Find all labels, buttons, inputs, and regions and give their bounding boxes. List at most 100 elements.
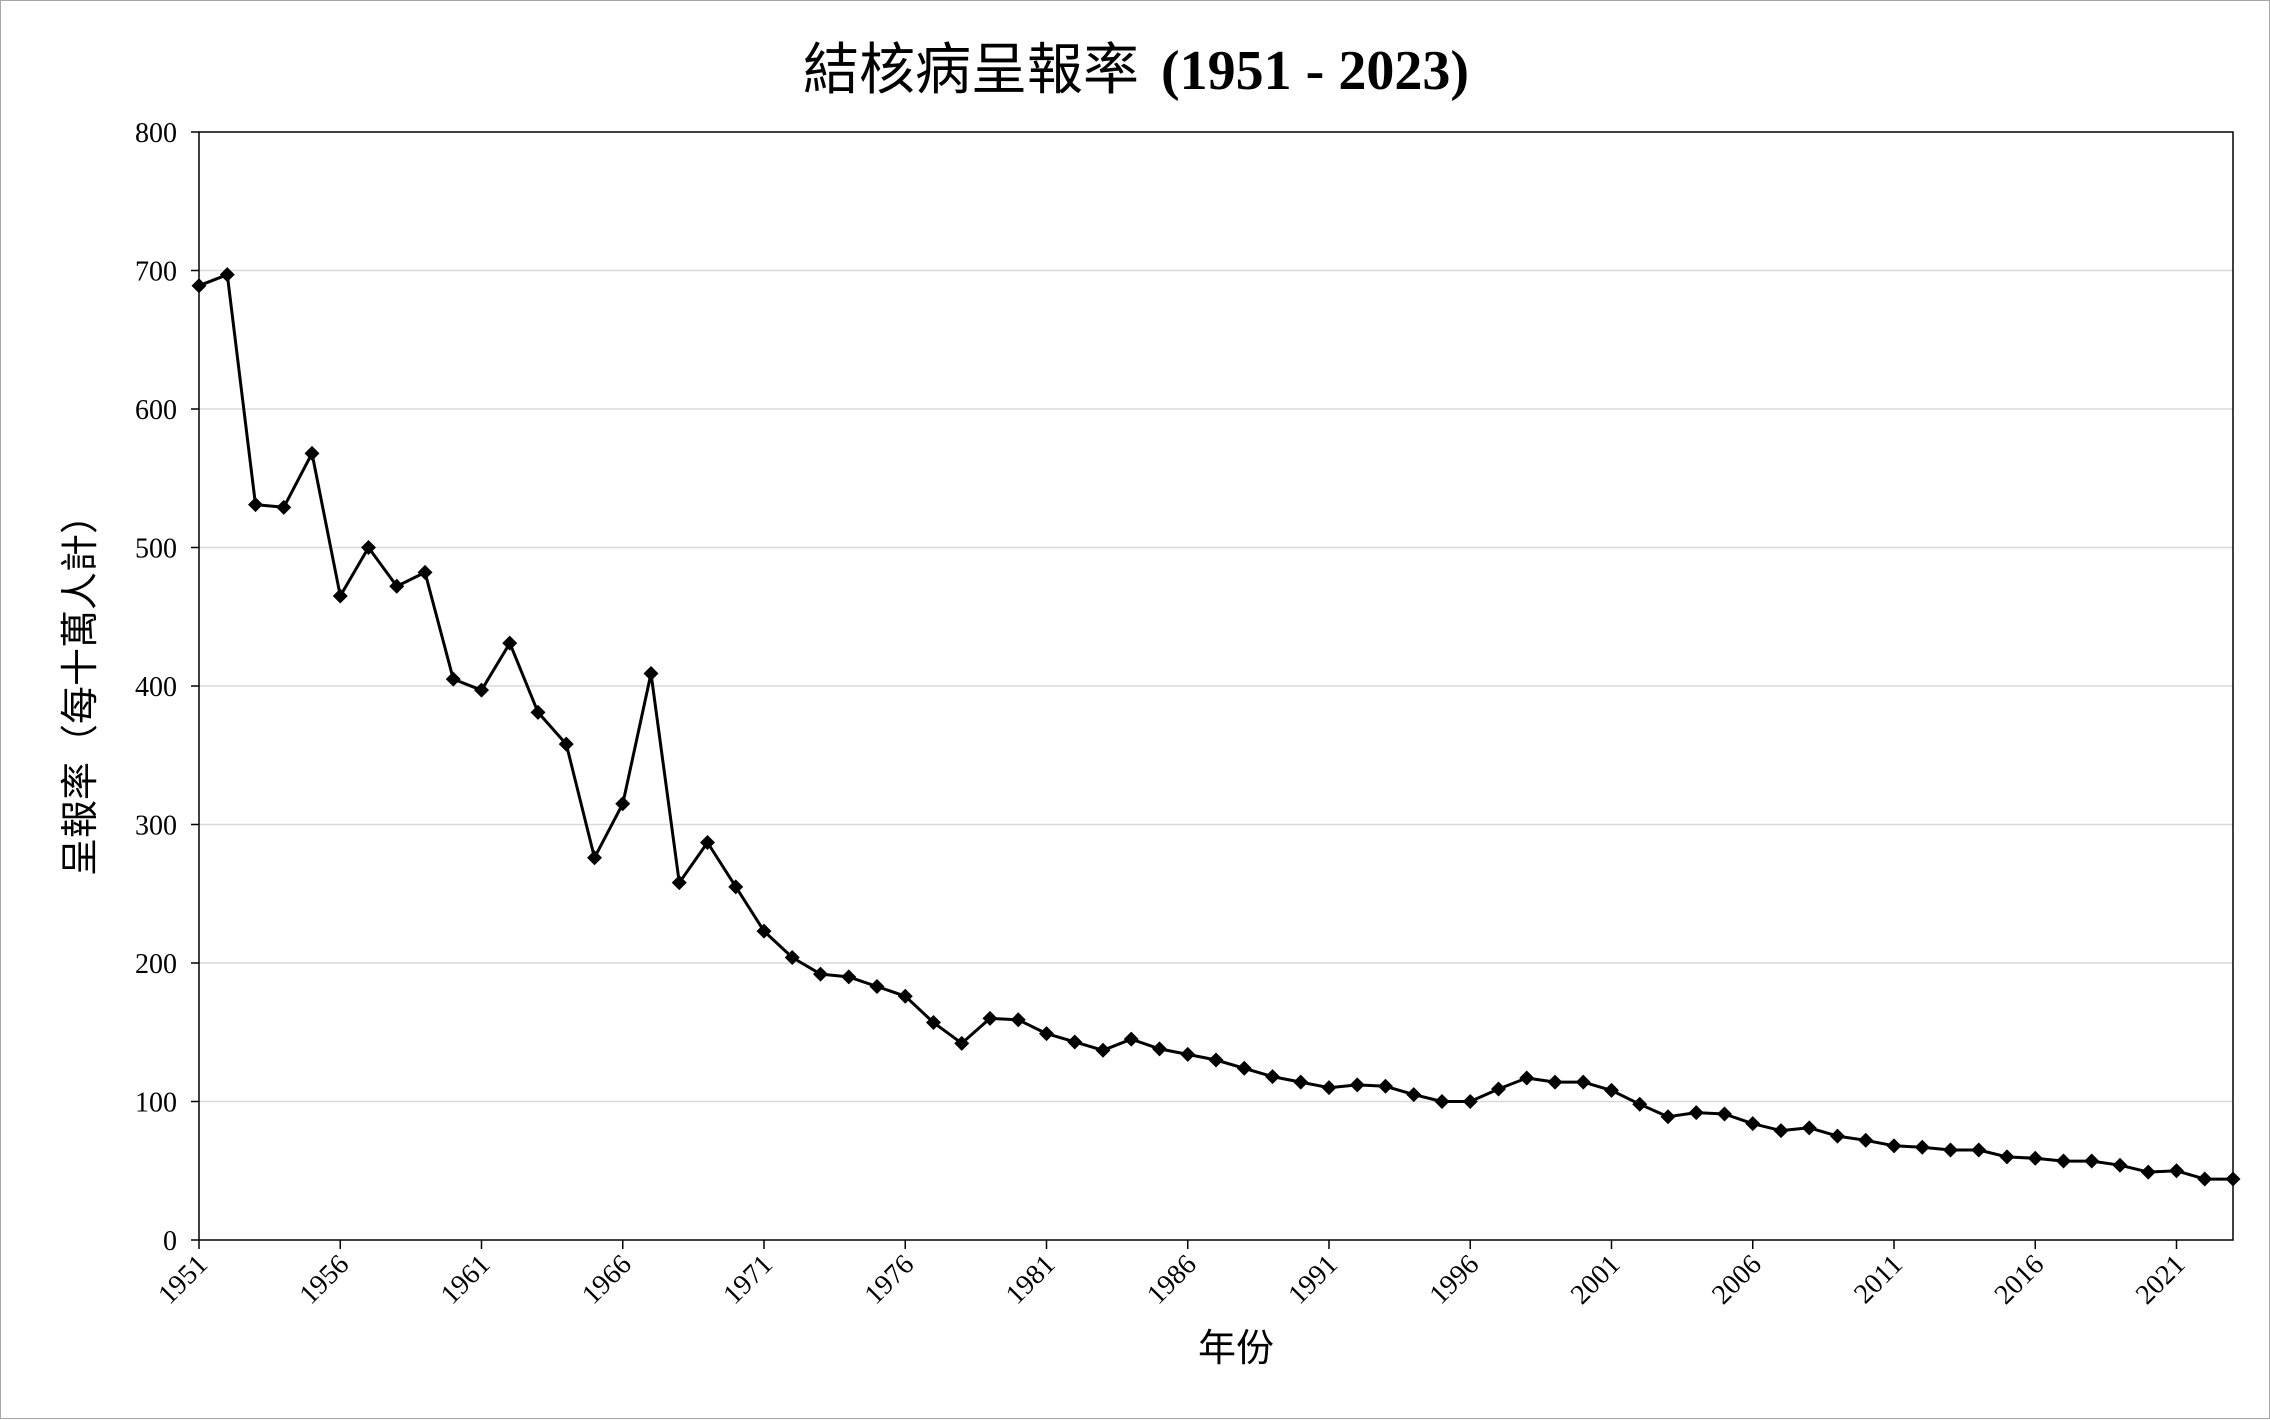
data-point (445, 671, 461, 687)
series-line (198, 273, 2233, 1181)
data-point (1547, 1074, 1563, 1090)
data-point (2140, 1164, 2156, 1180)
data-point (1632, 1096, 1648, 1112)
data-point (1943, 1142, 1958, 1158)
x-tick-label: 1971 (717, 1249, 779, 1311)
data-point (1067, 1034, 1083, 1050)
x-tick-label: 2001 (1565, 1249, 1627, 1311)
y-tick-label: 700 (135, 257, 177, 288)
data-point (728, 879, 744, 895)
data-point (1180, 1046, 1196, 1062)
data-point (2084, 1153, 2100, 1169)
data-point (897, 988, 913, 1004)
y-axis-title: 呈報率（每十萬人計） (60, 496, 102, 876)
data-point (1236, 1060, 1252, 1076)
data-point (1604, 1082, 1619, 1098)
chart-title-cn: 結核病呈報率 (803, 40, 1139, 102)
data-point (1773, 1123, 1789, 1139)
x-tick-label: 2016 (1989, 1249, 2051, 1311)
data-point (841, 969, 857, 985)
y-tick-label: 0 (163, 1226, 177, 1257)
data-point (1801, 1120, 1817, 1136)
data-point (1491, 1081, 1506, 1097)
x-axis-title: 年份 (1198, 1328, 1274, 1370)
data-point (2197, 1171, 2213, 1187)
data-point (2056, 1153, 2071, 1169)
data-point (417, 564, 433, 580)
data-point (813, 966, 828, 982)
data-point (869, 979, 885, 995)
data-point (1039, 1026, 1054, 1042)
data-point (558, 736, 574, 752)
x-tick-label: 1966 (576, 1249, 638, 1311)
data-point (2027, 1150, 2043, 1166)
data-point (332, 588, 348, 604)
x-tick-label: 1991 (1282, 1249, 1344, 1311)
data-point (502, 635, 518, 651)
data-point (1123, 1031, 1139, 1047)
data-point (389, 578, 405, 594)
chart-title-range: (1951 - 2023) (1161, 40, 1469, 102)
data-point (1971, 1142, 1987, 1158)
data-point (671, 875, 687, 891)
chart-title: 結核病呈報率 (1951 - 2023) (803, 40, 1469, 102)
data-point (1152, 1041, 1167, 1057)
data-point (926, 1015, 941, 1031)
y-tick-label: 800 (135, 118, 177, 149)
data-point (1265, 1069, 1280, 1085)
data-point (1208, 1052, 1224, 1068)
x-tick-label: 1956 (294, 1249, 356, 1311)
y-tick-label: 100 (135, 1088, 177, 1119)
y-tick-label: 400 (135, 672, 177, 703)
data-point (1999, 1149, 2015, 1165)
data-point (1830, 1128, 1845, 1144)
data-point (700, 835, 715, 851)
data-point (191, 278, 207, 294)
data-point (643, 666, 659, 682)
data-point (756, 923, 772, 939)
data-point (1914, 1139, 1930, 1155)
y-tick-label: 200 (135, 949, 177, 980)
data-point (2169, 1163, 2184, 1179)
x-tick-label: 2011 (1848, 1249, 1909, 1310)
data-point (1688, 1105, 1704, 1121)
data-point (1406, 1087, 1422, 1103)
data-point (361, 540, 376, 555)
data-point (1717, 1106, 1732, 1122)
data-point (219, 267, 235, 283)
data-point (1321, 1080, 1337, 1096)
x-tick-label: 1961 (435, 1249, 497, 1311)
data-point (1886, 1138, 1902, 1154)
data-point (982, 1010, 998, 1026)
x-axis: 1951 1956 1961 1966 1971 1976 1981 1986 1991 1996… (152, 1240, 2191, 1311)
data-point (1378, 1078, 1393, 1094)
data-point (304, 445, 320, 461)
data-point (2112, 1157, 2128, 1173)
data-markers (191, 267, 2241, 1187)
data-point (1462, 1094, 1478, 1109)
x-tick-label: 2006 (1706, 1249, 1768, 1311)
data-point (1010, 1012, 1026, 1028)
grid-lines (199, 269, 2233, 1103)
data-point (615, 796, 631, 812)
x-tick-label: 1981 (1000, 1249, 1062, 1311)
x-tick-label: 1951 (152, 1249, 214, 1311)
data-point (474, 682, 489, 698)
y-tick-label: 600 (135, 395, 177, 426)
data-point (1575, 1074, 1591, 1090)
data-point (2225, 1171, 2241, 1187)
data-point (1095, 1042, 1111, 1058)
data-point (1349, 1077, 1365, 1093)
y-tick-label: 300 (135, 811, 177, 842)
x-tick-label: 2021 (2130, 1249, 2192, 1311)
data-point (1293, 1074, 1309, 1090)
x-tick-label: 1976 (859, 1249, 921, 1311)
data-point (248, 497, 263, 513)
y-axis: 0 100 200 300 400 500 600 700 800 (135, 118, 199, 1257)
data-point (276, 499, 292, 515)
data-point (1660, 1109, 1676, 1125)
data-point (587, 850, 602, 866)
data-point (784, 949, 800, 965)
